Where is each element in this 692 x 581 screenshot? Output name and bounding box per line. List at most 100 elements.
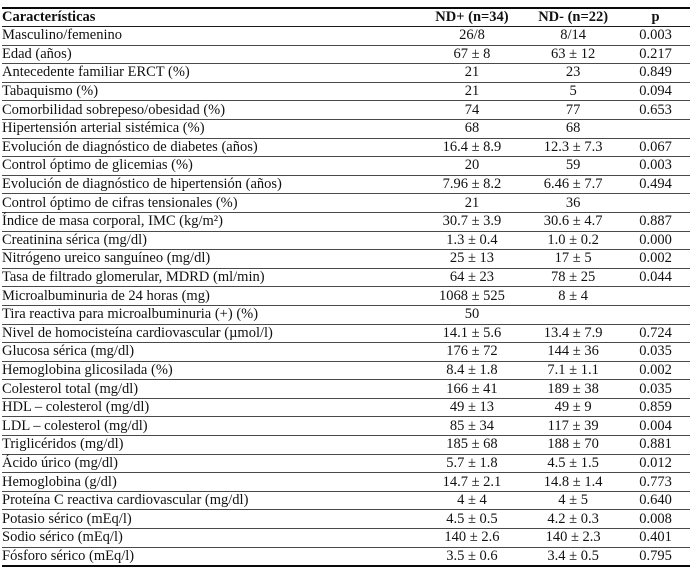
table-row: Triglicéridos (mg/dl) 185 ± 68 188 ± 70 … <box>2 435 690 455</box>
table-row: Antecedente familiar ERCT (%) 21 23 0.84… <box>2 63 690 83</box>
cell-nd-minus: 1.0 ± 0.2 <box>525 231 622 251</box>
row-label: Tasa de filtrado glomerular, MDRD (ml/mi… <box>2 268 419 288</box>
cell-nd-minus: 12.3 ± 7.3 <box>525 138 622 158</box>
cell-p: 0.773 <box>621 472 690 492</box>
cell-nd-minus: 4.5 ± 1.5 <box>525 454 622 474</box>
cell-nd-plus: 68 <box>418 119 526 139</box>
table-row: Potasio sérico (mEq/l) 4.5 ± 0.5 4.2 ± 0… <box>2 509 690 530</box>
cell-p: 0.035 <box>621 342 690 362</box>
row-label: Masculino/femenino <box>2 26 419 46</box>
column-header-p: p <box>621 8 690 27</box>
cell-nd-minus: 13.4 ± 7.9 <box>525 324 622 344</box>
table-row: Evolución de diagnóstico de diabetes (añ… <box>2 138 690 158</box>
cell-p <box>621 193 690 213</box>
cell-nd-minus: 77 <box>525 100 622 120</box>
cell-nd-plus: 49 ± 13 <box>418 398 526 418</box>
row-label: Índice de masa corporal, IMC (kg/m²) <box>2 212 419 232</box>
table-row: Índice de masa corporal, IMC (kg/m²) 30.… <box>2 212 690 232</box>
cell-p: 0.002 <box>621 361 690 381</box>
cell-p: 0.044 <box>621 268 690 288</box>
table-row: Creatinina sérica (mg/dl) 1.3 ± 0.4 1.0 … <box>2 231 690 251</box>
cell-p: 0.002 <box>621 249 690 269</box>
row-label: Hemoglobina (g/dl) <box>2 472 419 492</box>
cell-nd-plus: 50 <box>418 305 526 325</box>
cell-nd-minus: 4.2 ± 0.3 <box>525 509 622 530</box>
cell-nd-plus: 20 <box>418 156 526 176</box>
cell-p <box>621 119 690 139</box>
cell-p: 0.849 <box>621 63 690 83</box>
cell-p: 0.881 <box>621 435 690 455</box>
row-label: Evolución de diagnóstico de hipertensión… <box>2 175 419 195</box>
header-row: Características ND+ (n=34) ND- (n=22) p <box>2 8 690 27</box>
cell-nd-minus: 59 <box>525 156 622 176</box>
cell-p: 0.000 <box>621 231 690 251</box>
cell-p: 0.795 <box>621 547 690 567</box>
cell-nd-minus: 68 <box>525 119 622 139</box>
row-label: Proteína C reactiva cardiovascular (mg/d… <box>2 491 419 511</box>
table-row: Sodio sérico (mEq/l) 140 ± 2.6 140 ± 2.3… <box>2 528 690 548</box>
cell-nd-minus: 8/14 <box>525 26 622 46</box>
table-body: Masculino/femenino 26/8 8/14 0.003 Edad … <box>2 26 690 567</box>
table-row: Comorbilidad sobrepeso/obesidad (%) 74 7… <box>2 100 690 120</box>
cell-nd-plus: 21 <box>418 82 526 102</box>
cell-nd-plus: 3.5 ± 0.6 <box>418 547 526 567</box>
row-label: Tabaquismo (%) <box>2 82 419 102</box>
cell-nd-plus: 1068 ± 525 <box>418 286 526 306</box>
cell-nd-plus: 5.7 ± 1.8 <box>418 454 526 474</box>
table-row: LDL – colesterol (mg/dl) 85 ± 34 117 ± 3… <box>2 416 690 437</box>
row-label: Evolución de diagnóstico de diabetes (añ… <box>2 138 419 158</box>
cell-nd-plus: 4 ± 4 <box>418 491 526 511</box>
cell-p: 0.003 <box>621 156 690 176</box>
table-row: Ácido úrico (mg/dl) 5.7 ± 1.8 4.5 ± 1.5 … <box>2 454 690 474</box>
cell-p: 0.035 <box>621 379 690 399</box>
row-label: Comorbilidad sobrepeso/obesidad (%) <box>2 100 419 120</box>
row-label: Sodio sérico (mEq/l) <box>2 528 419 548</box>
cell-nd-minus: 3.4 ± 0.5 <box>525 547 622 567</box>
cell-nd-plus: 21 <box>418 193 526 213</box>
page: Características ND+ (n=34) ND- (n=22) p … <box>2 7 690 568</box>
table-row: Proteína C reactiva cardiovascular (mg/d… <box>2 491 690 511</box>
cell-nd-minus: 117 ± 39 <box>525 416 622 437</box>
row-label: Triglicéridos (mg/dl) <box>2 435 419 455</box>
cell-p: 0.724 <box>621 324 690 344</box>
cell-nd-minus: 188 ± 70 <box>525 435 622 455</box>
cell-nd-plus: 30.7 ± 3.9 <box>418 212 526 232</box>
cell-p: 0.494 <box>621 175 690 195</box>
column-header-nd-plus: ND+ (n=34) <box>418 8 526 27</box>
cell-nd-plus: 140 ± 2.6 <box>418 528 526 548</box>
table-row: Hemoglobina glicosilada (%) 8.4 ± 1.8 7.… <box>2 361 690 381</box>
cell-p: 0.640 <box>621 491 690 511</box>
cell-nd-minus: 189 ± 38 <box>525 379 622 399</box>
table-row: Evolución de diagnóstico de hipertensión… <box>2 175 690 195</box>
table-row: Edad (años) 67 ± 8 63 ± 12 0.217 <box>2 45 690 65</box>
table-row: Fósforo sérico (mEq/l) 3.5 ± 0.6 3.4 ± 0… <box>2 547 690 567</box>
table-row: Control óptimo de cifras tensionales (%)… <box>2 193 690 213</box>
cell-nd-plus: 8.4 ± 1.8 <box>418 361 526 381</box>
cell-nd-plus: 4.5 ± 0.5 <box>418 509 526 530</box>
cell-nd-plus: 74 <box>418 100 526 120</box>
cell-nd-plus: 21 <box>418 63 526 83</box>
row-label: Fósforo sérico (mEq/l) <box>2 547 419 567</box>
cell-nd-plus: 16.4 ± 8.9 <box>418 138 526 158</box>
row-label: Edad (años) <box>2 45 419 65</box>
table-row: Hemoglobina (g/dl) 14.7 ± 2.1 14.8 ± 1.4… <box>2 472 690 492</box>
cell-nd-plus: 7.96 ± 8.2 <box>418 175 526 195</box>
cell-nd-minus: 14.8 ± 1.4 <box>525 472 622 492</box>
cell-nd-minus: 7.1 ± 1.1 <box>525 361 622 381</box>
cell-p: 0.003 <box>621 26 690 46</box>
column-header-nd-minus: ND- (n=22) <box>525 8 622 27</box>
cell-p <box>621 305 690 325</box>
table-row: Tira reactiva para microalbuminuria (+) … <box>2 305 690 325</box>
characteristics-table: Características ND+ (n=34) ND- (n=22) p … <box>2 7 690 568</box>
cell-nd-minus: 4 ± 5 <box>525 491 622 511</box>
cell-nd-minus: 49 ± 9 <box>525 398 622 418</box>
row-label: Creatinina sérica (mg/dl) <box>2 231 419 251</box>
cell-nd-plus: 26/8 <box>418 26 526 46</box>
cell-nd-minus: 23 <box>525 63 622 83</box>
row-label: Hipertensión arterial sistémica (%) <box>2 119 419 139</box>
cell-p: 0.012 <box>621 454 690 474</box>
cell-p: 0.859 <box>621 398 690 418</box>
cell-nd-plus: 85 ± 34 <box>418 416 526 437</box>
cell-nd-minus: 5 <box>525 82 622 102</box>
table-row: Glucosa sérica (mg/dl) 176 ± 72 144 ± 36… <box>2 342 690 362</box>
